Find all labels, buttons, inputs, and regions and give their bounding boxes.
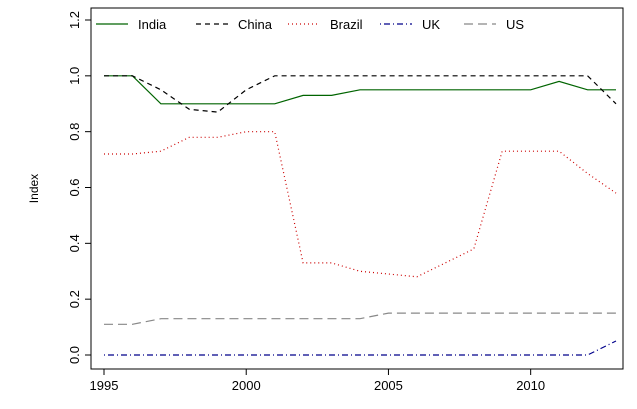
x-tick-label: 1995 — [90, 378, 119, 393]
plot-frame — [90, 7, 624, 370]
x-tick-label: 2010 — [516, 378, 545, 393]
legend-label-us: US — [506, 17, 524, 32]
legend-label-china: China — [238, 17, 273, 32]
series-line-brazil — [104, 131, 617, 278]
y-axis-title: Index — [27, 174, 41, 203]
y-tick-label: 0.8 — [67, 123, 82, 141]
x-axis: 1995 2000 2005 2010 — [90, 368, 545, 393]
x-tick-label: 2000 — [232, 378, 261, 393]
legend-label-brazil: Brazil — [330, 17, 363, 32]
legend-label-uk: UK — [422, 17, 440, 32]
series-layer — [104, 75, 617, 356]
y-tick-label: 0.4 — [67, 234, 82, 252]
y-tick-label: 0.6 — [67, 178, 82, 196]
series-line-uk — [104, 340, 617, 356]
series-line-china — [104, 75, 617, 113]
y-tick-label: 0.0 — [67, 346, 82, 364]
series-line-us — [104, 312, 616, 325]
series-line-india — [104, 75, 616, 105]
x-tick-label: 2005 — [374, 378, 403, 393]
y-tick-label: 0.2 — [67, 290, 82, 308]
legend: India China Brazil UK US — [96, 17, 524, 32]
legend-label-india: India — [138, 17, 167, 32]
y-tick-label: 1.2 — [67, 11, 82, 29]
y-axis: 0.0 0.2 0.4 0.6 0.8 1.0 1.2 — [67, 11, 92, 364]
y-tick-label: 1.0 — [67, 67, 82, 85]
